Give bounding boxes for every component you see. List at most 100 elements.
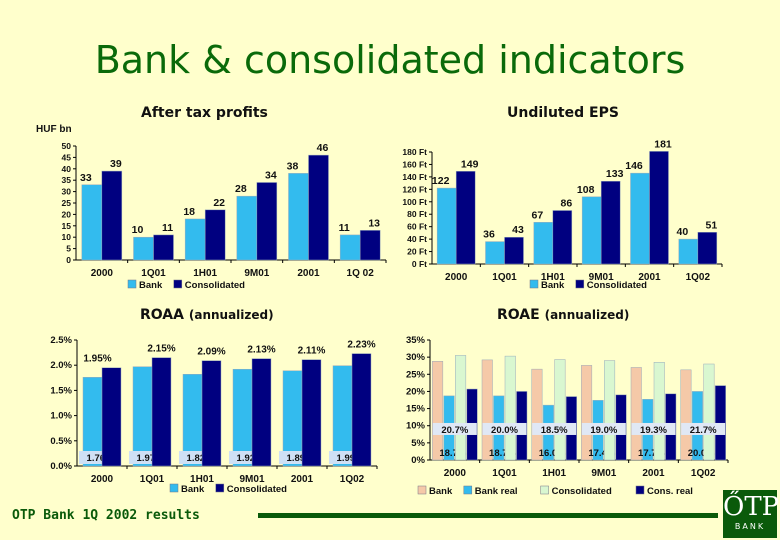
profits-chart-title: After tax profits — [141, 105, 268, 121]
page-title: Bank & consolidated indicators — [94, 38, 686, 82]
roae-y-tick-label: 35% — [406, 335, 426, 346]
profits-data-label: 13 — [368, 217, 380, 229]
roae-data-label-box — [631, 422, 676, 435]
roaa-data-label: 1.95% — [83, 354, 111, 365]
roaa-data-label: 2.09% — [197, 347, 225, 358]
profits-y-tick-label: 40 — [62, 164, 72, 174]
roaa-y-tick-label: 0.0% — [50, 461, 72, 472]
eps-bar-consolidated — [455, 171, 476, 265]
profits-data-label: 38 — [287, 160, 299, 172]
roae-legend-label: Cons. real — [647, 486, 693, 497]
roaa-legend-label: Consolidated — [227, 484, 287, 495]
roae-legend-label: Consolidated — [552, 486, 612, 497]
roaa-bar-consolidated — [101, 367, 122, 467]
footer-text: OTP Bank 1Q 2002 results — [12, 508, 200, 523]
eps-bar-consolidated — [600, 180, 621, 265]
roaa-data-label: 2.11% — [298, 346, 326, 357]
roae-legend-swatch — [635, 485, 645, 495]
profits-bar-bank — [81, 184, 103, 261]
eps-category-label: 1Q01 — [492, 272, 517, 283]
roaa-data-label: 1.92% — [237, 453, 264, 464]
roae-category-label: 1H01 — [542, 468, 566, 479]
profits-legend-swatch — [127, 279, 137, 289]
profits-bar-consolidated — [204, 209, 226, 261]
roaa-data-label: 1.99% — [337, 453, 364, 464]
roaa-data-label: 2.23% — [347, 340, 375, 351]
profits-data-label: 39 — [110, 158, 122, 170]
roae-category-label: 2001 — [642, 468, 665, 479]
eps-data-label: 108 — [577, 184, 595, 196]
roaa-y-tick-label: 1.5% — [50, 385, 72, 396]
roaa-data-label: 1.89% — [287, 453, 314, 464]
roae-legend-label: Bank — [429, 486, 453, 497]
eps-bar-bank — [678, 238, 699, 265]
roae-category-label: 2000 — [444, 468, 467, 479]
eps-bar-bank — [436, 187, 457, 265]
profits-unit-label: HUF bn — [36, 124, 72, 135]
roae-data-label: 18.7% — [489, 448, 516, 459]
roaa-bar-consolidated — [301, 359, 322, 467]
profits-category-label: 2001 — [297, 268, 320, 279]
roaa-category-label: 1H01 — [190, 474, 214, 485]
eps-y-tick-label: 160 Ft — [402, 159, 427, 169]
roae-data-label-box — [532, 422, 577, 435]
eps-y-tick-label: 80 Ft — [407, 209, 427, 219]
roae-category-label: 1Q01 — [492, 468, 517, 479]
roae-data-label: 20.7% — [441, 425, 468, 436]
roae-data-label: 20.0% — [688, 448, 715, 459]
profits-y-tick-label: 10 — [62, 232, 72, 242]
profits-data-label: 46 — [317, 142, 329, 154]
roae-y-tick-label: 30% — [406, 352, 426, 363]
roae-title-main: ROAE — [497, 307, 540, 323]
eps-y-tick-label: 100 Ft — [402, 197, 427, 207]
roae-data-label: 19.3% — [640, 425, 667, 436]
roae-bar-bank — [630, 367, 642, 461]
profits-y-tick-label: 45 — [62, 152, 72, 162]
otp-bank-logo: ŐTP BANK — [723, 490, 779, 538]
eps-data-label: 86 — [560, 197, 572, 209]
roaa-y-tick-label: 1.0% — [50, 411, 72, 422]
eps-legend-label: Bank — [541, 280, 565, 291]
logo-word: BANK — [734, 522, 766, 531]
profits-y-tick-label: 15 — [62, 221, 72, 231]
roae-data-label: 18.7% — [439, 448, 466, 459]
roae-bar-bank — [432, 361, 444, 461]
roae-data-label: 16.0% — [539, 448, 566, 459]
roae-data-label-box — [432, 422, 477, 435]
profits-legend-label: Bank — [139, 280, 163, 291]
roae-bar-bank — [680, 369, 692, 461]
footer-divider — [258, 513, 718, 518]
profits-category-label: 1H01 — [193, 268, 217, 279]
eps-data-label: 43 — [512, 224, 524, 236]
eps-data-label: 122 — [432, 175, 450, 187]
roae-bar-consolidated — [703, 363, 715, 461]
eps-category-label: 9M01 — [589, 272, 614, 283]
roae-legend-label: Bank real — [475, 486, 518, 497]
roae-bar-consolidated — [604, 360, 616, 461]
profits-category-label: 2000 — [91, 268, 114, 279]
eps-data-label: 40 — [676, 226, 688, 238]
profits-bar-consolidated — [153, 234, 174, 261]
roae-data-label: 18.5% — [541, 425, 568, 436]
roaa-y-tick-label: 0.5% — [50, 436, 72, 447]
eps-y-tick-label: 120 Ft — [402, 184, 427, 194]
roae-data-label-box — [581, 422, 626, 435]
profits-y-tick-label: 20 — [62, 209, 72, 219]
roae-legend-swatch — [463, 485, 473, 495]
roaa-title-main: ROAA — [140, 307, 184, 323]
roaa-data-label: 2.15% — [147, 344, 175, 355]
eps-y-tick-label: 60 Ft — [407, 222, 427, 232]
profits-y-tick-label: 35 — [62, 175, 72, 185]
roae-legend-swatch — [417, 485, 427, 495]
roae-data-label: 21.7% — [690, 425, 717, 436]
roae-y-tick-label: 15% — [406, 404, 426, 415]
roaa-category-label: 2001 — [291, 474, 314, 485]
roae-bar-consolidated — [504, 355, 516, 461]
roae-data-label: 17.4% — [588, 448, 615, 459]
roaa-title-note: (annualized) — [188, 308, 274, 322]
eps-bar-consolidated — [649, 151, 669, 265]
roae-bar-bank — [581, 365, 593, 461]
roaa-y-tick-label: 2.5% — [50, 335, 72, 346]
roae-data-label: 20.0% — [491, 425, 518, 436]
